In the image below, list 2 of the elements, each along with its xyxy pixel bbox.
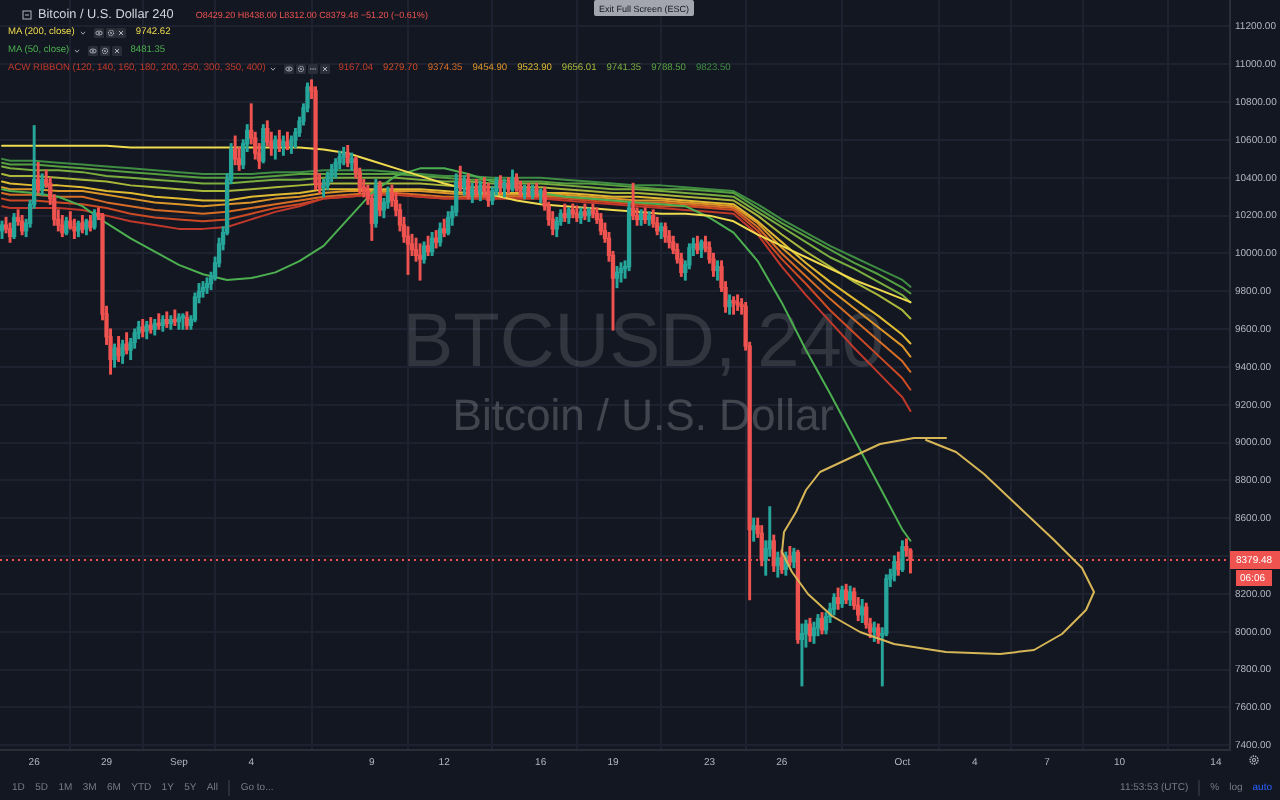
candlestick <box>799 623 805 687</box>
candlestick <box>417 243 423 281</box>
